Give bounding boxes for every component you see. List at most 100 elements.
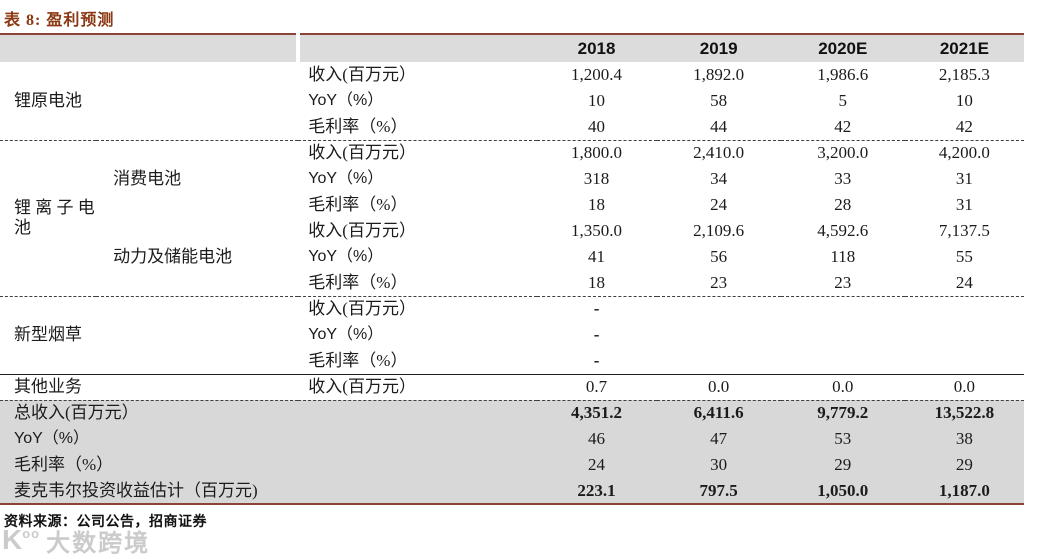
cell-value: 41 — [588, 247, 606, 267]
header-row: 2018 2019 2020E 2021E — [0, 34, 1024, 62]
subgroup-label-consumer-battery: 消费电池 — [96, 139, 299, 218]
group-label-new-tobacco: 新型烟草 — [0, 295, 299, 374]
cell-value: 18 — [588, 195, 606, 215]
cell-value: 18 — [588, 272, 606, 292]
cell-value: 0.0 — [780, 373, 905, 400]
cell-value — [781, 322, 905, 348]
metric-label: 收入(百万元） — [298, 373, 537, 400]
cell-value: 34 — [710, 169, 728, 189]
table-row: 动力及储能电池 收入(百万元） 1,350.0 2,109.6 4,592.6 … — [0, 218, 1024, 266]
table-row: 毛利率（%） - — [0, 348, 1024, 374]
metric-label: 收入(百万元） — [308, 65, 416, 85]
summary-row-yoy: YoY（%） 46 47 53 38 — [0, 426, 1024, 452]
table-row: 锂 离 子 电池 消费电池 收入(百万元） 1,800.0 2,410.0 3,… — [0, 139, 1024, 296]
cell-value: 4,351.2 — [536, 399, 657, 426]
summary-row-total-revenue: 总收入(百万元） 4,351.2 6,411.6 9,779.2 13,522.… — [0, 399, 1024, 426]
cell-value — [781, 348, 905, 374]
metric-label: YoY（%） — [308, 91, 384, 109]
summary-row-smoore-investment-income: 麦克韦尔投资收益估计（百万元) 223.1 797.5 1,050.0 1,18… — [0, 478, 1024, 504]
metric-label: 毛利率（%） — [308, 350, 408, 370]
cell-value: 3,200.0 — [780, 139, 905, 166]
metric-label: 收入(百万元） — [308, 221, 416, 241]
column-header-2019: 2019 — [656, 34, 781, 62]
header-label-spacer — [0, 34, 301, 62]
summary-label: YoY（%） — [0, 426, 537, 452]
cell-value: 56 — [710, 247, 728, 267]
cell-value: 7,137.5 — [938, 221, 990, 241]
cell-value: 44 — [710, 116, 728, 136]
cell-value — [657, 322, 781, 348]
watermark-logo-k: K — [2, 524, 23, 555]
column-header-2018: 2018 — [536, 34, 657, 62]
table-row: 其他业务 收入(百万元） 0.7 0.0 0.0 0.0 — [0, 373, 1024, 400]
cell-value: 4,592.6 — [817, 221, 869, 241]
cell-value: 24 — [536, 452, 657, 478]
cell-value: 29 — [780, 452, 905, 478]
cell-value: 223.1 — [536, 478, 657, 504]
metric-label: YoY（%） — [308, 247, 384, 265]
cell-value: 31 — [955, 169, 973, 189]
cell-value: 2,109.6 — [693, 221, 745, 241]
cell-value: 24 — [710, 195, 728, 215]
metric-label: 毛利率（%） — [308, 195, 408, 215]
table-row: YoY（%） - — [0, 322, 1024, 348]
cell-value: 1,187.0 — [904, 478, 1024, 504]
summary-label: 总收入(百万元） — [0, 399, 537, 426]
cell-value: 0.7 — [536, 373, 657, 400]
cell-value: 1,350.0 — [571, 221, 623, 241]
cell-value: 40 — [588, 116, 606, 136]
cell-value: 1,986.6 — [817, 65, 869, 85]
cell-value — [657, 348, 781, 374]
cell-value: 28 — [834, 195, 852, 215]
source-note: 资料来源：公司公告，招商证券 — [4, 515, 207, 530]
table-row: 新型烟草 收入(百万元） - — [0, 295, 1024, 374]
cell-value: 797.5 — [656, 478, 781, 504]
cell-value: 0.0 — [904, 373, 1024, 400]
column-header-2021e: 2021E — [904, 34, 1024, 62]
table-row: YoY（%） 318 34 33 31 — [0, 166, 1024, 192]
cell-value: 10 — [955, 91, 973, 111]
table-row: YoY（%） 10 58 5 10 — [0, 88, 1024, 114]
summary-label: 毛利率（%） — [0, 452, 537, 478]
cell-value — [656, 295, 781, 322]
cell-value — [905, 322, 1024, 348]
cell-value: 24 — [955, 272, 973, 292]
table-row: 毛利率（%） 18 23 23 24 — [0, 270, 1024, 296]
group-label-lithium-ion: 锂 离 子 电池 — [0, 139, 97, 296]
cell-value: 13,522.8 — [904, 399, 1024, 426]
cell-value: 5 — [838, 91, 848, 111]
table-row: 毛利率（%） 18 24 28 31 — [0, 192, 1024, 218]
cell-value: 4,200.0 — [904, 139, 1024, 166]
summary-row-gross-margin: 毛利率（%） 24 30 29 29 — [0, 452, 1024, 478]
group-label-other-business: 其他业务 — [0, 373, 299, 400]
watermark: K oo 大数跨境 — [2, 524, 150, 557]
table-row: 锂原电池 收入(百万元） 1,200.4 1,892.0 1,986.6 2,1… — [0, 62, 1024, 110]
cell-value: 38 — [904, 426, 1024, 452]
cell-value: 2,185.3 — [938, 65, 990, 85]
cell-value: 1,050.0 — [780, 478, 905, 504]
cell-value: 58 — [710, 91, 728, 111]
metric-label: 收入(百万元） — [298, 139, 537, 166]
header-metric-spacer — [298, 34, 537, 62]
cell-value: 29 — [904, 452, 1024, 478]
watermark-logo-icon: K oo — [2, 526, 40, 554]
cell-value: 31 — [955, 195, 973, 215]
cell-value: 23 — [834, 272, 852, 292]
cell-value — [780, 295, 905, 322]
cell-value: 42 — [955, 116, 973, 136]
cell-value: - — [593, 350, 600, 370]
cell-value: 6,411.6 — [656, 399, 781, 426]
cell-value: 1,800.0 — [536, 139, 657, 166]
cell-value: - — [536, 295, 657, 322]
cell-value: 30 — [656, 452, 781, 478]
group-label-lithium-primary: 锂原电池 — [14, 90, 82, 110]
cell-value: 46 — [536, 426, 657, 452]
cell-value — [905, 348, 1024, 374]
cell-value: 10 — [588, 91, 606, 111]
cell-value: 118 — [830, 247, 856, 267]
metric-label: 毛利率（%） — [308, 272, 408, 292]
cell-value: 1,200.4 — [571, 65, 623, 85]
column-header-2020e: 2020E — [780, 34, 905, 62]
watermark-logo-circles: oo — [22, 526, 41, 541]
table-row: YoY（%） 41 56 118 55 — [0, 244, 1024, 270]
